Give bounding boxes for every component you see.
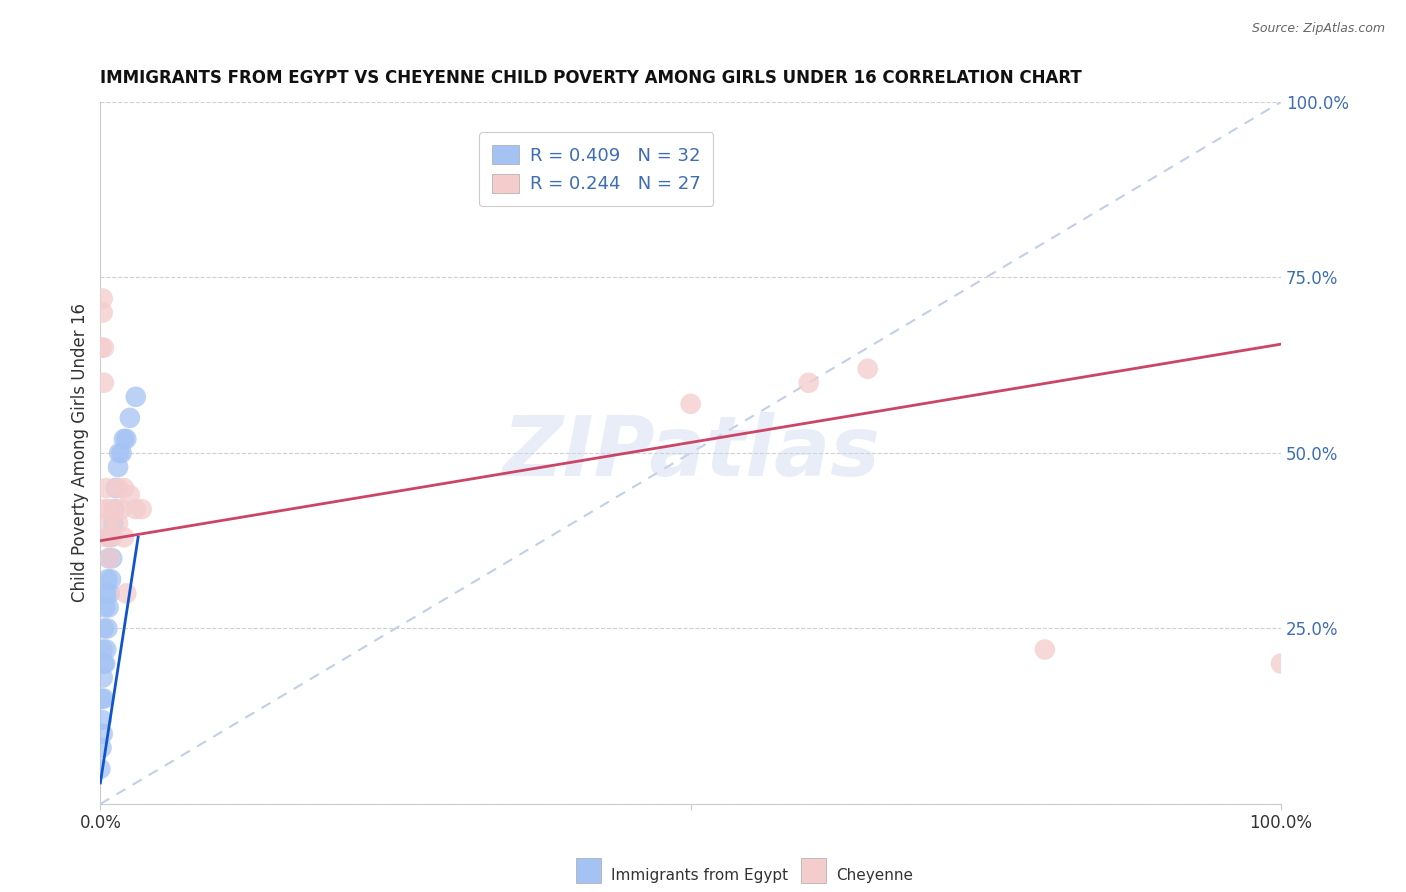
Point [96, 516, 118, 531]
Point [96, 530, 118, 544]
Point [101, 551, 124, 566]
Point [93, 657, 115, 671]
Point [98, 551, 121, 566]
Point [797, 376, 820, 390]
Point [96, 642, 118, 657]
Point [110, 502, 132, 516]
Point [104, 481, 127, 495]
Point [101, 530, 124, 544]
Text: Source: ZipAtlas.com: Source: ZipAtlas.com [1251, 22, 1385, 36]
Point [107, 481, 129, 495]
Point [98, 530, 121, 544]
Point [97, 502, 120, 516]
Text: Cheyenne: Cheyenne [835, 868, 912, 882]
Point [100, 572, 122, 586]
Point [110, 446, 132, 460]
Text: Immigrants from Egypt: Immigrants from Egypt [610, 868, 787, 882]
Text: IMMIGRANTS FROM EGYPT VS CHEYENNE CHILD POVERTY AMONG GIRLS UNDER 16 CORRELATION: IMMIGRANTS FROM EGYPT VS CHEYENNE CHILD … [100, 69, 1083, 87]
Point [107, 460, 129, 475]
Point [89, 762, 111, 776]
Point [91, 727, 114, 741]
Point [112, 432, 135, 446]
Point [107, 516, 129, 531]
Point [125, 390, 148, 404]
Point [115, 432, 138, 446]
Point [94, 600, 117, 615]
Point [97, 551, 120, 566]
Point [108, 446, 131, 460]
Point [96, 481, 118, 495]
Point [103, 502, 125, 516]
Point [118, 410, 141, 425]
Point [131, 502, 153, 516]
Point [112, 530, 135, 544]
Point [103, 516, 125, 531]
Point [91, 642, 114, 657]
Point [1270, 657, 1292, 671]
Point [118, 488, 141, 502]
Point [90, 713, 112, 727]
Y-axis label: Child Poverty Among Girls Under 16: Child Poverty Among Girls Under 16 [72, 303, 89, 602]
Point [94, 657, 117, 671]
Point [679, 397, 702, 411]
Point [103, 502, 125, 516]
Point [93, 376, 115, 390]
Point [125, 502, 148, 516]
Point [90, 691, 112, 706]
Point [856, 361, 879, 376]
Text: ZIPatlas: ZIPatlas [502, 412, 880, 493]
Point [96, 622, 118, 636]
Point [96, 572, 118, 586]
Point [97, 600, 120, 615]
Point [91, 305, 114, 319]
Point [98, 586, 121, 600]
Point [93, 691, 115, 706]
Point [90, 341, 112, 355]
Point [115, 586, 138, 600]
Point [91, 671, 114, 685]
Legend: R = 0.409   N = 32, R = 0.244   N = 27: R = 0.409 N = 32, R = 0.244 N = 27 [479, 132, 713, 206]
Point [93, 341, 115, 355]
Point [91, 292, 114, 306]
Point [93, 622, 115, 636]
Point [1033, 642, 1056, 657]
Point [90, 740, 112, 755]
Point [112, 481, 135, 495]
Point [96, 586, 118, 600]
Point [94, 502, 117, 516]
